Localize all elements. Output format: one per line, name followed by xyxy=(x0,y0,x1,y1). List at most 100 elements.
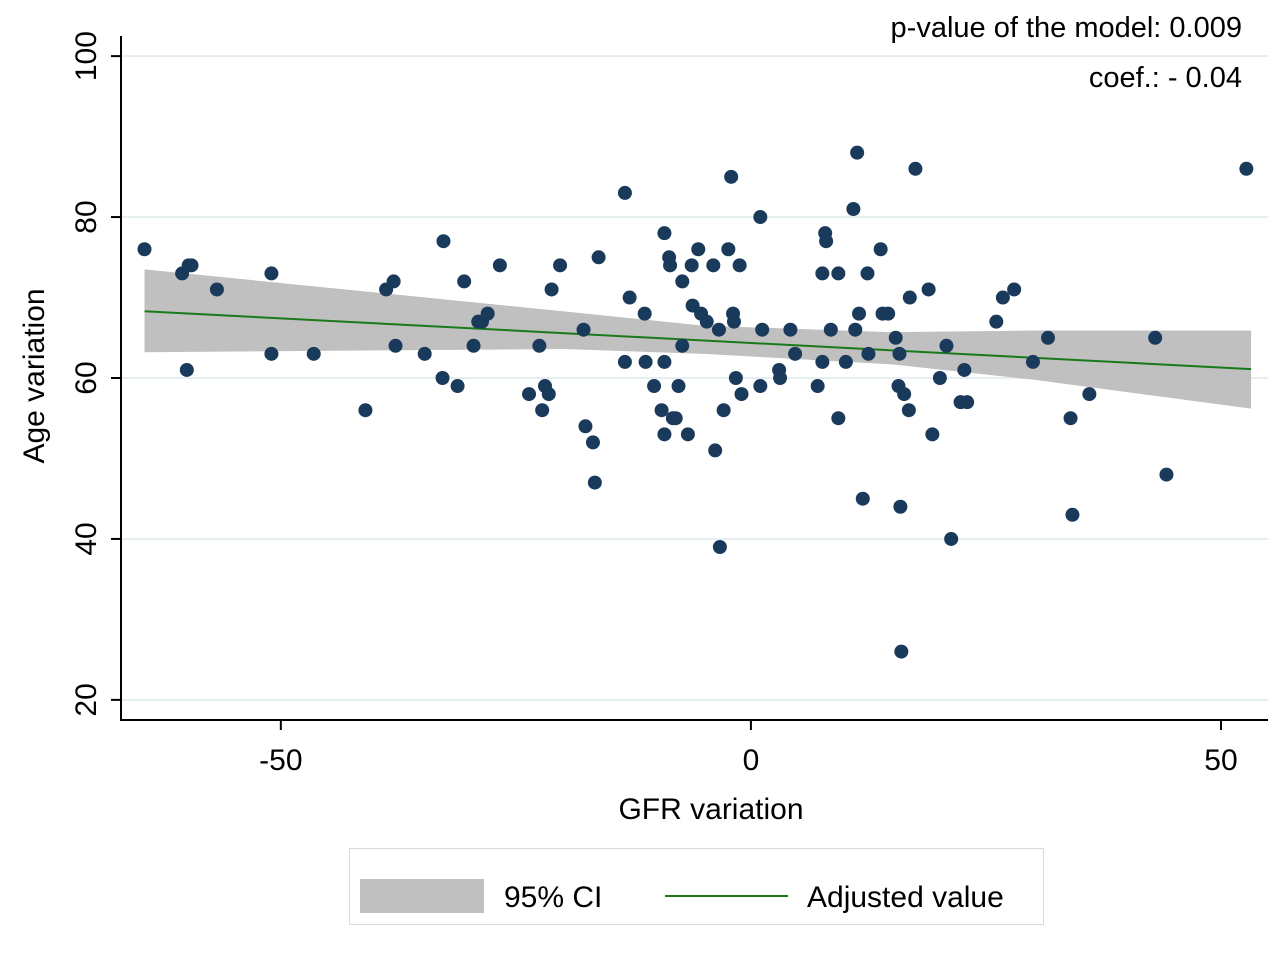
data-point xyxy=(989,314,1004,329)
data-point xyxy=(1082,387,1097,402)
data-point xyxy=(671,379,686,394)
data-point xyxy=(831,411,846,426)
data-point xyxy=(436,234,451,249)
data-point xyxy=(861,346,876,361)
data-point xyxy=(819,234,834,249)
data-point xyxy=(417,346,432,361)
ci-band xyxy=(144,269,1252,409)
data-point xyxy=(622,290,637,305)
x-tick-label: 50 xyxy=(1204,744,1237,777)
data-point xyxy=(831,266,846,281)
data-point xyxy=(668,411,683,426)
data-point xyxy=(480,306,495,321)
fit-legend-swatch xyxy=(665,895,788,897)
data-point xyxy=(435,371,450,385)
y-tick-label: 100 xyxy=(70,31,103,81)
data-point xyxy=(657,226,672,241)
data-point xyxy=(1063,411,1078,426)
data-point xyxy=(388,338,403,353)
ticks: 20 40 60 80 100 -50 0 50 xyxy=(70,31,1238,777)
data-point xyxy=(755,322,770,337)
data-point xyxy=(617,185,632,200)
data-point xyxy=(932,371,947,385)
x-tick-label: 0 xyxy=(743,744,760,777)
data-point xyxy=(846,202,861,217)
p-value-annotation: p-value of the model: 0.009 xyxy=(890,12,1242,44)
data-point xyxy=(711,322,726,337)
data-point xyxy=(637,306,652,321)
data-point xyxy=(617,354,632,369)
data-point xyxy=(553,258,568,273)
data-point xyxy=(716,403,731,418)
ci-legend-label: 95% CI xyxy=(504,881,603,914)
ci-band-area xyxy=(144,269,1252,409)
legend: 95% CI Adjusted value xyxy=(349,848,1044,925)
data-point xyxy=(680,427,695,442)
data-point xyxy=(663,258,678,273)
data-point xyxy=(783,322,798,337)
data-point xyxy=(544,282,559,297)
data-point xyxy=(1041,330,1056,345)
data-point xyxy=(881,306,896,321)
data-point xyxy=(995,290,1010,305)
y-tick-label: 40 xyxy=(70,522,103,555)
data-point xyxy=(712,539,727,554)
data-point xyxy=(675,274,690,289)
data-point xyxy=(184,258,199,273)
data-point xyxy=(734,387,749,402)
data-point xyxy=(647,379,662,394)
data-point xyxy=(753,210,768,225)
data-point xyxy=(358,403,373,418)
data-point xyxy=(179,362,194,377)
data-point xyxy=(457,274,472,289)
data-point xyxy=(576,322,591,337)
data-point xyxy=(1007,282,1022,297)
data-point xyxy=(897,387,912,402)
y-tick-label: 20 xyxy=(70,683,103,716)
data-point xyxy=(1239,161,1254,176)
data-point xyxy=(654,403,669,418)
data-point xyxy=(386,274,401,289)
x-axis-label: GFR variation xyxy=(618,793,803,826)
data-point xyxy=(264,266,279,281)
data-point xyxy=(578,419,593,434)
y-tick-label: 80 xyxy=(70,200,103,233)
data-point xyxy=(850,145,865,160)
data-point xyxy=(957,362,972,377)
data-point xyxy=(888,330,903,345)
data-point xyxy=(657,354,672,369)
ci-legend-swatch xyxy=(360,879,484,913)
data-point xyxy=(706,258,721,273)
data-point xyxy=(939,338,954,353)
data-point xyxy=(908,161,923,176)
data-point xyxy=(902,290,917,305)
fit-line-path xyxy=(144,310,1252,371)
data-point xyxy=(541,387,556,402)
data-point xyxy=(684,258,699,273)
data-point xyxy=(466,338,481,353)
data-points xyxy=(137,145,1254,659)
data-point xyxy=(921,282,936,297)
data-point xyxy=(264,346,279,361)
data-point xyxy=(1159,467,1174,482)
data-point xyxy=(728,371,743,385)
data-point xyxy=(726,314,741,329)
data-point xyxy=(901,403,916,418)
data-point xyxy=(699,314,714,329)
y-axis-label: Age variation xyxy=(18,288,51,463)
data-point xyxy=(852,306,867,321)
fit-legend-label: Adjusted value xyxy=(807,881,1004,914)
data-point xyxy=(944,531,959,546)
data-point xyxy=(848,322,863,337)
data-point xyxy=(753,379,768,394)
data-point xyxy=(1065,507,1080,522)
data-point xyxy=(732,258,747,273)
data-point xyxy=(815,266,830,281)
data-point xyxy=(587,475,602,490)
data-point xyxy=(894,644,909,659)
data-point xyxy=(788,346,803,361)
data-point xyxy=(691,242,706,257)
data-point xyxy=(893,499,908,514)
fit-line xyxy=(144,310,1252,371)
data-point xyxy=(815,354,830,369)
